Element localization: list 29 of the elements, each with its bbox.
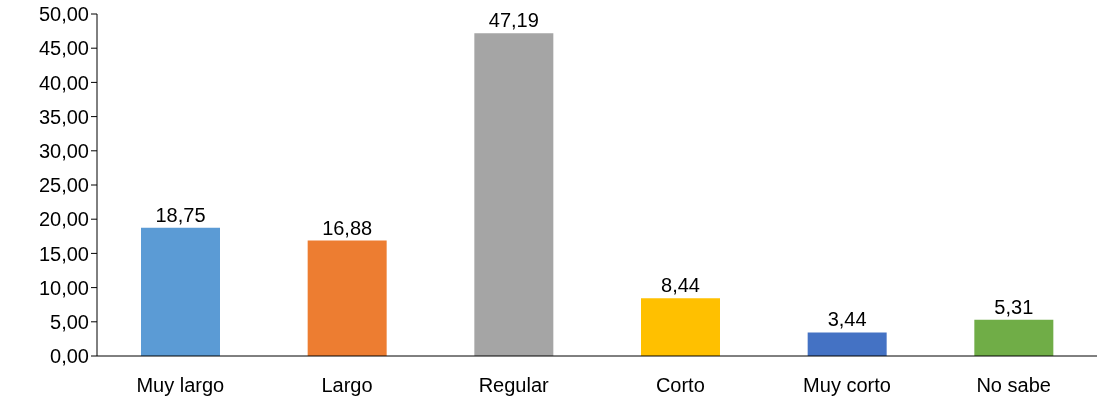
y-tick-label: 0,00: [50, 345, 89, 368]
data-label: 8,44: [661, 274, 700, 297]
x-tick-label: Muy largo: [136, 374, 225, 397]
y-tick-label: 25,00: [38, 174, 89, 197]
y-tick-label: 5,00: [50, 310, 89, 333]
x-tick-label: No sabe: [976, 374, 1051, 397]
data-label: 16,88: [322, 216, 373, 239]
y-tick-label: 50,00: [38, 3, 89, 26]
y-tick-label: 15,00: [38, 242, 89, 265]
y-tick-label: 10,00: [38, 276, 89, 299]
data-label: 5,31: [994, 295, 1034, 318]
bar: [141, 227, 220, 356]
y-tick-label: 30,00: [38, 139, 89, 162]
y-tick-label: 45,00: [38, 37, 89, 60]
x-tick-label: Largo: [321, 374, 373, 397]
y-tick-label: 40,00: [38, 71, 89, 94]
x-tick-label: Muy corto: [803, 374, 891, 397]
data-label: 3,44: [827, 308, 867, 331]
data-label: 47,19: [488, 9, 539, 32]
x-tick-label: Regular: [478, 374, 550, 397]
y-tick-label: 35,00: [38, 105, 89, 128]
bar: [307, 240, 387, 356]
bar: [641, 298, 720, 356]
bar: [474, 33, 554, 356]
x-tick-label: Corto: [655, 374, 705, 397]
data-label: 18,75: [155, 203, 206, 226]
y-tick-label: 20,00: [38, 208, 89, 231]
bar: [807, 332, 887, 356]
bar: [974, 319, 1054, 356]
